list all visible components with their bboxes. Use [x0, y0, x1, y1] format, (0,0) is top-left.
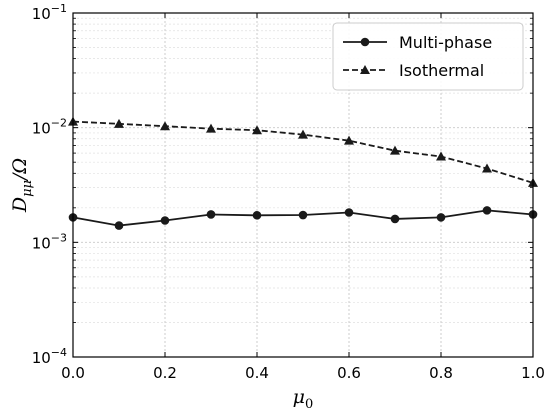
y-tick-label: 10−3 — [32, 231, 67, 252]
legend-label: Multi-phase — [399, 33, 492, 52]
y-axis-label: Dμμ/Ω — [9, 158, 35, 213]
data-point — [252, 211, 262, 220]
legend-label: Isothermal — [399, 61, 484, 80]
data-point — [206, 210, 216, 219]
data-point — [436, 213, 446, 222]
x-tick-label: 1.0 — [521, 364, 545, 382]
y-tick-label: 10−1 — [32, 2, 67, 23]
ticks: 0.0 0.2 0.4 0.6 0.8 1.0 10−4 10−3 10−2 10−1 — [32, 2, 545, 382]
data-point — [344, 208, 354, 217]
data-point — [206, 123, 216, 133]
data-point — [160, 216, 170, 225]
y-tick-label: 10−4 — [32, 346, 67, 367]
legend: Multi-phase Isothermal — [332, 22, 524, 91]
x-tick-label: 0.4 — [245, 364, 269, 382]
data-point — [160, 121, 170, 131]
legend-box — [332, 22, 524, 91]
x-tick-label: 0.2 — [153, 364, 177, 382]
data-point — [252, 125, 262, 135]
x-tick-label: 0.6 — [337, 364, 361, 382]
y-tick-label: 10−2 — [32, 117, 67, 138]
data-point — [114, 221, 124, 230]
x-tick-label: 0.0 — [61, 364, 85, 382]
series-0 — [68, 206, 538, 230]
legend-marker — [360, 65, 370, 74]
series-layer — [68, 116, 538, 230]
data-point — [482, 206, 492, 215]
data-point — [436, 151, 446, 161]
data-point — [298, 129, 308, 139]
data-point — [390, 145, 400, 155]
data-point — [114, 118, 124, 128]
data-point — [344, 135, 354, 145]
data-point — [298, 210, 308, 220]
x-axis-label: μ0 — [293, 386, 314, 411]
data-point — [390, 214, 400, 224]
x-tick-label: 0.8 — [429, 364, 453, 382]
plot-frame — [72, 12, 534, 358]
data-point — [482, 163, 492, 173]
legend-marker — [360, 37, 370, 47]
